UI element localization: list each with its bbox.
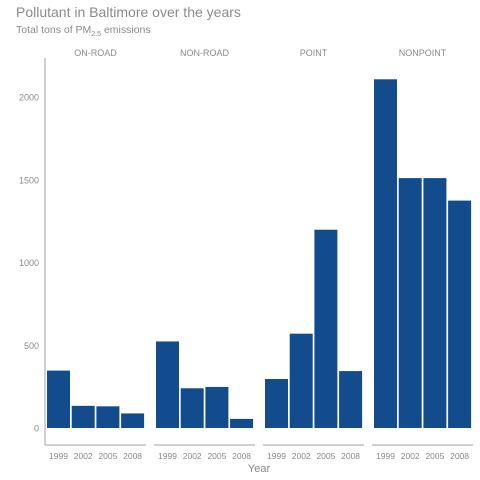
x-tick-label: 2008 [232,451,251,461]
x-tick-label: 1999 [49,451,68,461]
chart-title: Pollutant in Baltimore over the years [16,4,241,20]
chart-subtitle: Total tons of PM2.5 emissions [16,24,151,38]
x-tick-label: 2002 [74,451,93,461]
facet-label-point: POINT [300,48,328,58]
bar-nonpoint-2002 [398,178,422,428]
subtitle-subscript: 2.5 [91,31,102,39]
bar-point-2008 [339,371,363,428]
bar-nonpoint-1999 [374,79,397,428]
subtitle-text-before: Total tons of PM [16,24,92,36]
x-tick-label: 1999 [376,451,395,461]
bar-on-road-1999 [47,370,70,428]
x-axis-title: Year [248,463,271,475]
x-tick-label: 2005 [98,451,117,461]
bar-nonpoint-2008 [448,200,472,428]
bar-point-1999 [265,379,288,428]
y-tick-label: 2000 [19,93,39,103]
x-tick-label: 1999 [267,451,286,461]
bar-non-road-2002 [180,388,204,428]
x-tick-label: 2008 [450,451,469,461]
facet-label-nonpoint: NONPOINT [399,48,447,58]
x-tick-label: 1999 [158,451,177,461]
bar-point-2005 [314,229,338,428]
x-tick-label: 2002 [183,451,202,461]
bar-nonpoint-2005 [423,178,447,428]
y-tick-label: 500 [24,341,39,351]
facet-label-non-road: NON-ROAD [180,48,229,58]
x-tick-label: 2005 [316,451,335,461]
x-tick-label: 2002 [401,451,420,461]
bar-on-road-2005 [96,406,120,428]
bar-non-road-2005 [205,386,229,428]
facet-label-on-road: ON-ROAD [74,48,117,58]
bar-non-road-2008 [230,418,254,428]
x-tick-label: 2005 [207,451,226,461]
bar-non-road-1999 [156,341,179,428]
y-tick-label: 1000 [19,258,39,268]
bar-on-road-2002 [71,405,95,428]
x-tick-label: 2008 [341,451,360,461]
subtitle-text-after: emissions [101,24,151,36]
bar-point-2002 [289,333,313,428]
y-tick-label: 0 [34,424,39,434]
x-tick-label: 2002 [292,451,311,461]
y-tick-label: 1500 [19,175,39,185]
x-tick-label: 2005 [425,451,444,461]
bar-on-road-2008 [121,413,145,428]
x-tick-label: 2008 [123,451,142,461]
